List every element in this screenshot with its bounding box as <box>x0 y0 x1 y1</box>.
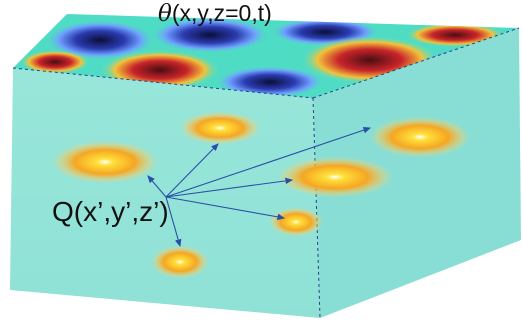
source-blob <box>275 156 395 198</box>
source-blob <box>268 207 324 237</box>
cube-side-face <box>313 28 521 318</box>
surface-field-args: (x,y,z=0,t) <box>171 0 272 26</box>
propagation-arrows <box>147 126 372 248</box>
cube-front-face <box>10 68 320 318</box>
theta-symbol: θ <box>158 1 172 27</box>
source-point-label: Q(x’,y’,z’) <box>52 196 169 227</box>
hidden-edges <box>12 27 520 319</box>
source-blob <box>178 111 262 145</box>
source-blob <box>50 140 160 184</box>
surface-field-label: θ(x,y,z=0,t) <box>158 0 272 27</box>
source-blob <box>368 116 472 158</box>
subsurface-sources <box>50 111 472 279</box>
source-blob <box>150 245 210 279</box>
